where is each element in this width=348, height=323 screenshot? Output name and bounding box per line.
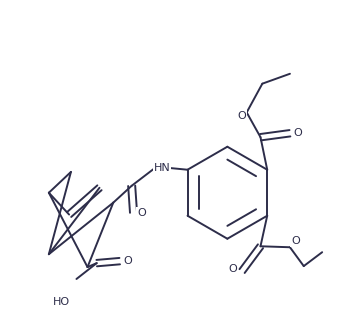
Text: HO: HO bbox=[53, 297, 70, 307]
Text: HN: HN bbox=[154, 163, 171, 173]
Text: O: O bbox=[229, 265, 237, 275]
Text: O: O bbox=[238, 111, 246, 120]
Text: O: O bbox=[123, 256, 132, 266]
Text: O: O bbox=[291, 236, 300, 246]
Text: O: O bbox=[137, 208, 146, 218]
Text: O: O bbox=[294, 128, 302, 138]
